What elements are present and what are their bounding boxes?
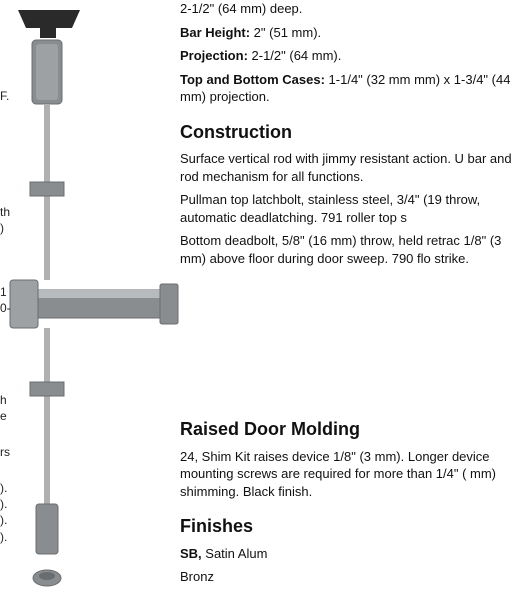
spec-label: Top and Bottom Cases:	[180, 72, 325, 87]
finish-code: SB,	[180, 546, 202, 561]
finish-desc: Satin Alum	[202, 546, 268, 561]
margin-fragment: F.	[0, 88, 9, 104]
finish-line1: SB, Satin Alum	[180, 545, 525, 563]
margin-fragment: 1 0-	[0, 284, 11, 316]
product-illustration	[0, 0, 180, 600]
margin-fragment: h e	[0, 392, 7, 424]
spec-label: Projection:	[180, 48, 248, 63]
spacer	[180, 273, 525, 403]
spec-top-bottom: Top and Bottom Cases: 1-1/4" (32 mm mm) …	[180, 71, 525, 106]
spec-bar-height: Bar Height: 2" (51 mm).	[180, 24, 525, 42]
construction-p1: Surface vertical rod with jimmy resistan…	[180, 150, 525, 185]
finish-line2: Bronz	[180, 568, 525, 586]
margin-fragment: th )	[0, 204, 10, 236]
spec-value: 2" (51 mm).	[250, 25, 321, 40]
spec-projection: Projection: 2-1/2" (64 mm).	[180, 47, 525, 65]
construction-p2: Pullman top latchbolt, stainless steel, …	[180, 191, 525, 226]
heading-finishes: Finishes	[180, 514, 525, 538]
heading-molding: Raised Door Molding	[180, 417, 525, 441]
margin-fragment: rs	[0, 444, 10, 460]
spec-depth: 2-1/2" (64 mm) deep.	[180, 0, 525, 18]
construction-p3: Bottom deadbolt, 5/8" (16 mm) throw, hel…	[180, 232, 525, 267]
page: F. th ) 1 0- h e rs ). ). ). ). 2-1/2" (…	[0, 0, 531, 600]
text-column: 2-1/2" (64 mm) deep. Bar Height: 2" (51 …	[180, 0, 531, 600]
exit-device-svg	[0, 0, 180, 600]
spec-value: 2-1/2" (64 mm).	[248, 48, 341, 63]
margin-fragment: ). ). ). ).	[0, 480, 7, 545]
spec-label: Bar Height:	[180, 25, 250, 40]
molding-p1: 24, Shim Kit raises device 1/8" (3 mm). …	[180, 448, 525, 501]
heading-construction: Construction	[180, 120, 525, 144]
